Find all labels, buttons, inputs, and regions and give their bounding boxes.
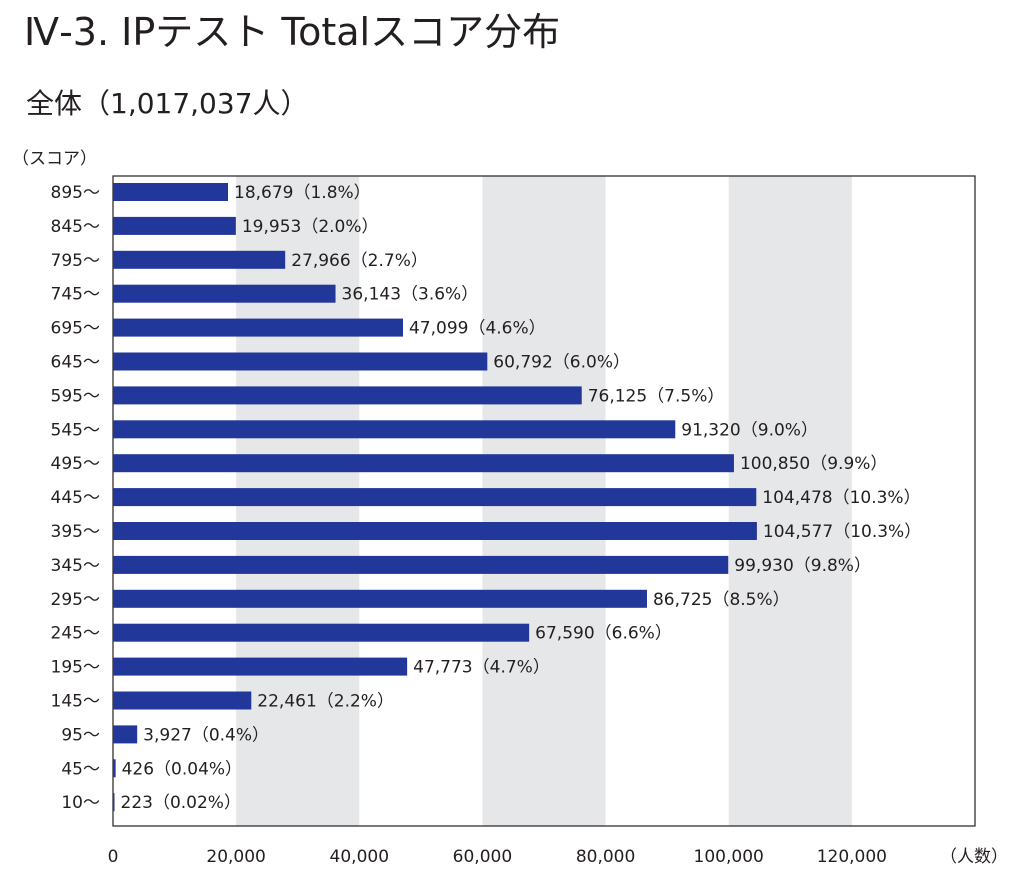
x-axis-label: （人数） — [940, 847, 1008, 867]
y-axis-label: （スコア） — [12, 149, 97, 169]
data-label: 27,966（2.7%） — [291, 251, 428, 271]
y-tick-label: 845～ — [51, 217, 100, 237]
bar — [113, 555, 729, 574]
y-tick-label: 495～ — [51, 454, 100, 474]
x-tick-label: 40,000 — [330, 847, 389, 867]
bar — [113, 793, 115, 812]
y-tick-label: 795～ — [51, 251, 100, 271]
data-label: 18,679（1.8%） — [234, 183, 371, 203]
bar — [113, 454, 734, 473]
data-label: 67,590（6.6%） — [535, 624, 672, 644]
y-tick-label: 445～ — [51, 488, 100, 508]
data-label: 47,773（4.7%） — [413, 658, 550, 678]
bar — [113, 352, 488, 371]
x-tick-labels: 0 20,000 40,000 60,000 80,000 100,000 120,000 — [108, 847, 887, 867]
data-labels: 18,679（1.8%） 19,953（2.0%） 27,966（2.7%） 36,1… — [121, 183, 922, 813]
data-label: 22,461（2.2%） — [257, 692, 394, 712]
data-label: 36,143（3.6%） — [342, 285, 479, 305]
bar — [113, 522, 757, 540]
bar — [113, 284, 336, 303]
bar — [113, 250, 286, 269]
bar — [113, 623, 530, 642]
data-label: 223（0.02%） — [121, 793, 241, 813]
bar — [113, 589, 647, 608]
x-tick-label: 20,000 — [206, 847, 265, 867]
bar — [113, 183, 229, 201]
y-tick-label: 345～ — [51, 556, 100, 576]
y-tick-label: 545～ — [51, 420, 100, 440]
y-tick-labels: 895～ 845～ 795～ 745～ 695～ 645～ 595～ 545～ 495～ 445～… — [51, 183, 100, 813]
data-label: 104,478（10.3%） — [762, 488, 920, 508]
data-label: 3,927（0.4%） — [143, 725, 269, 745]
y-tick-label: 195～ — [51, 658, 100, 678]
bars — [113, 183, 757, 812]
y-tick-label: 245～ — [51, 624, 100, 644]
chart-title: Ⅳ-3. IPテスト Totalスコア分布 — [24, 10, 561, 54]
data-label: 426（0.04%） — [122, 759, 242, 779]
bar — [113, 420, 676, 439]
bar — [113, 759, 116, 778]
x-tick-label: 120,000 — [817, 847, 887, 867]
y-tick-label: 895～ — [51, 183, 100, 203]
data-label: 91,320（9.0%） — [681, 420, 818, 440]
bar — [113, 725, 138, 744]
x-tick-label: 60,000 — [453, 847, 512, 867]
data-label: 99,930（9.8%） — [734, 556, 871, 576]
y-tick-label: 645～ — [51, 353, 100, 373]
bar — [113, 691, 252, 710]
data-label: 60,792（6.0%） — [493, 353, 630, 373]
y-tick-label: 695～ — [51, 319, 100, 339]
bar — [113, 386, 582, 405]
data-label: 76,125（7.5%） — [588, 386, 725, 406]
data-label: 19,953（2.0%） — [242, 217, 379, 237]
data-label: 86,725（8.5%） — [653, 590, 790, 610]
data-label: 100,850（9.9%） — [740, 454, 888, 474]
bar — [113, 657, 408, 676]
chart-subtitle: 全体（1,017,037人） — [26, 87, 309, 120]
y-tick-label: 10～ — [61, 793, 100, 813]
y-tick-label: 45～ — [61, 759, 100, 779]
y-tick-label: 295～ — [51, 590, 100, 610]
x-tick-label: 80,000 — [576, 847, 635, 867]
data-label: 104,577（10.3%） — [763, 522, 921, 542]
bar — [113, 318, 403, 337]
x-tick-label: 100,000 — [694, 847, 764, 867]
x-tick-label: 0 — [108, 847, 119, 867]
y-tick-label: 395～ — [51, 522, 100, 542]
y-tick-label: 145～ — [51, 692, 100, 712]
data-label: 47,099（4.6%） — [409, 319, 546, 339]
bar — [113, 216, 236, 235]
y-tick-label: 745～ — [51, 285, 100, 305]
y-tick-label: 95～ — [61, 725, 100, 745]
y-tick-label: 595～ — [51, 386, 100, 406]
bar — [113, 488, 757, 507]
